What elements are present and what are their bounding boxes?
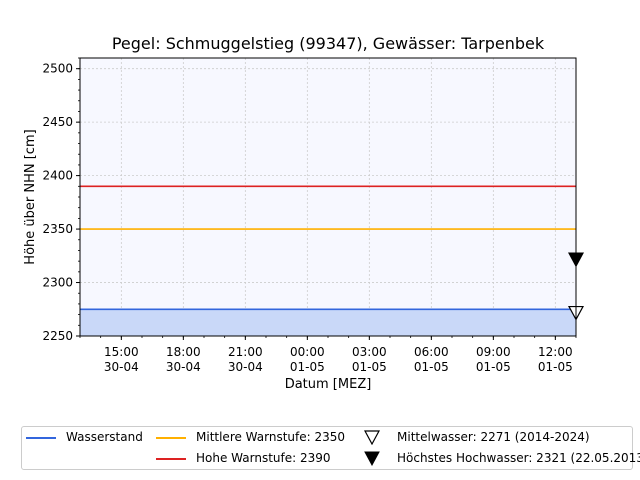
y-tick-label: 2500 [42,62,73,76]
legend-swatch-hohe-warnstufe [156,458,186,460]
x-tick-time: 00:00 [290,345,325,359]
chart-title: Pegel: Schmuggelstieg (99347), Gewässer:… [112,34,545,53]
y-axis-label: Höhe über NHN [cm] [23,129,38,264]
plot-area [80,58,576,336]
wasserstand-area [80,309,576,336]
x-tick-date: 30-04 [104,360,139,374]
legend-label-hohe-warnstufe: Hohe Warnstufe: 2390 [196,451,331,465]
x-tick-time: 18:00 [166,345,201,359]
x-tick-time: 06:00 [414,345,449,359]
legend: Wasserstand Mittlere Warnstufe: 2350 Hoh… [21,426,640,470]
x-tick-time: 21:00 [228,345,263,359]
y-axis: 2250 2300 2350 2400 2450 2500 [42,57,80,343]
y-tick-label: 2350 [42,222,73,236]
legend-triangle-open-icon [364,430,380,445]
x-tick-time: 09:00 [476,345,511,359]
legend-label-wasserstand: Wasserstand [66,430,143,444]
y-tick-label: 2250 [42,329,73,343]
legend-label-mittelwasser: Mittelwasser: 2271 (2014-2024) [397,430,590,444]
legend-swatch-wasserstand [26,437,56,439]
x-tick-time: 03:00 [352,345,387,359]
x-axis-label: Datum [MEZ] [285,377,372,392]
x-tick-date: 01-05 [538,360,573,374]
y-tick-label: 2450 [42,115,73,129]
series-layer [80,185,576,336]
x-tick-time: 15:00 [104,345,139,359]
x-tick-time: 12:00 [538,345,573,359]
x-tick-date: 01-05 [414,360,449,374]
legend-label-mittlere-warnstufe: Mittlere Warnstufe: 2350 [196,430,346,444]
x-tick-date: 01-05 [352,360,387,374]
x-tick-date: 01-05 [476,360,511,374]
legend-triangle-filled-icon [364,451,380,466]
y-tick-label: 2300 [42,276,73,290]
legend-swatch-mittlere-warnstufe [156,437,186,439]
x-tick-date: 30-04 [166,360,201,374]
legend-label-hoechstes-hochwasser: Höchstes Hochwasser: 2321 (22.05.2013) [397,451,640,465]
x-axis: 15:0030-0418:0030-0421:0030-0400:0001-05… [79,336,577,374]
x-tick-date: 30-04 [228,360,263,374]
x-tick-date: 01-05 [290,360,325,374]
y-tick-label: 2400 [42,169,73,183]
